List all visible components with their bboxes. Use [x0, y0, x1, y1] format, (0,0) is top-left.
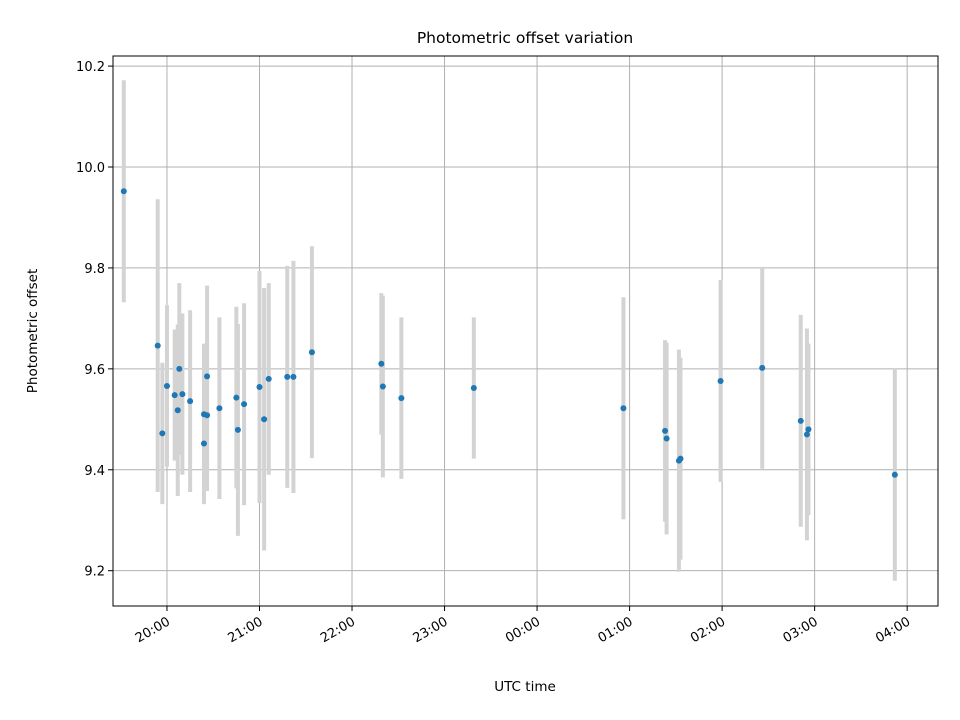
data-point [759, 364, 766, 371]
x-tick-label: 20:00 [133, 614, 173, 646]
data-point [290, 373, 297, 380]
data-point [284, 373, 291, 380]
data-point [378, 360, 385, 367]
data-point [256, 384, 263, 391]
data-point [171, 392, 178, 399]
data-point [663, 435, 670, 442]
error-bars [121, 80, 897, 581]
x-axis-label: UTC time [494, 679, 556, 695]
data-point [200, 440, 207, 447]
y-tick-label: 9.8 [84, 262, 105, 277]
data-point [163, 383, 170, 389]
y-tick-label: 10.0 [76, 161, 105, 176]
x-tick-label: 04:00 [873, 614, 913, 646]
data-point [241, 401, 248, 408]
y-tick-label: 10.2 [76, 60, 105, 75]
chart-title: Photometric offset variation [417, 29, 633, 47]
data-point [204, 373, 211, 380]
x-tick-label: 00:00 [503, 614, 543, 646]
data-point [398, 395, 405, 402]
x-tick-label: 03:00 [781, 614, 821, 646]
y-axis-ticks: 9.2 9.4 9.6 9.8 10.0 10.2 [76, 60, 113, 580]
x-tick-label: 02:00 [688, 614, 728, 646]
data-point [797, 417, 804, 424]
plot-frame [112, 55, 939, 607]
data-point [470, 385, 477, 392]
data-point [677, 455, 684, 462]
x-tick-label: 01:00 [596, 614, 636, 646]
data-point [662, 427, 669, 434]
y-axis-label: Photometric offset [25, 269, 41, 393]
data-point [803, 431, 810, 438]
data-point [261, 416, 268, 423]
data-point [234, 426, 241, 433]
y-tick-label: 9.4 [84, 464, 105, 479]
x-axis-ticks: 20:00 21:00 22:00 23:00 00:00 01:00 02:00 03:00… [133, 606, 913, 646]
data-point [176, 365, 183, 372]
y-tick-label: 9.2 [84, 565, 105, 580]
data-point [265, 375, 272, 382]
x-tick-label: 21:00 [226, 614, 266, 646]
data-point [308, 349, 315, 356]
x-tick-label: 22:00 [318, 614, 358, 646]
data-point [216, 405, 223, 412]
data-point [187, 398, 194, 405]
data-point [891, 471, 898, 478]
data-points [120, 188, 898, 478]
data-point [120, 188, 127, 195]
data-point [379, 383, 386, 390]
data-point [179, 391, 186, 398]
data-point [805, 426, 812, 433]
data-point [620, 405, 627, 412]
data-point [233, 394, 240, 401]
data-point [159, 430, 166, 437]
x-tick-label: 23:00 [411, 614, 451, 646]
data-point [154, 342, 161, 349]
y-tick-label: 9.6 [84, 363, 105, 378]
data-point [174, 407, 181, 414]
grid-lines [113, 56, 938, 606]
data-point [717, 377, 724, 384]
data-point [204, 412, 211, 419]
